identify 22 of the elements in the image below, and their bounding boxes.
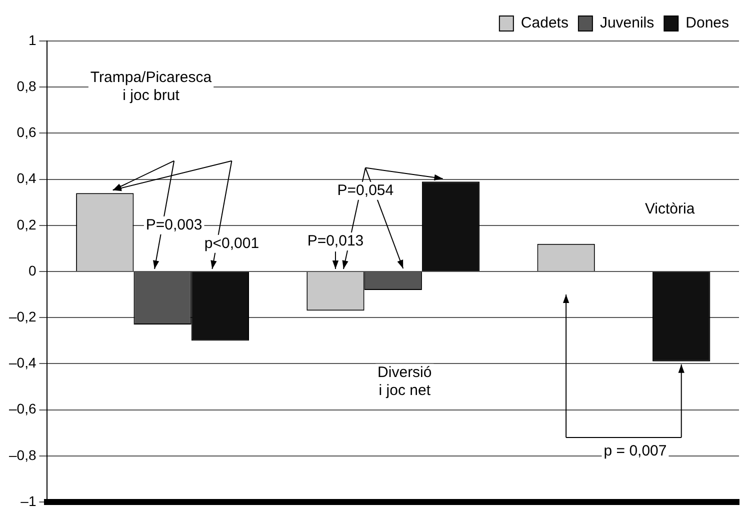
- annotation: Trampa/Picaresca i joc brut: [90, 69, 212, 104]
- annotation: Victòria: [644, 200, 696, 218]
- y-tick-label: –0,8: [9, 446, 36, 463]
- y-tick-label: –1: [20, 492, 36, 509]
- y-tick-label: 0: [28, 262, 36, 278]
- legend-label: Juvenils: [600, 14, 654, 32]
- annotation: P=0,013: [307, 232, 364, 250]
- annotation: p = 0,007: [604, 442, 667, 460]
- legend-label: Dones: [686, 14, 729, 32]
- y-tick-label: –0,6: [9, 400, 36, 417]
- annotation: p<0,001: [204, 234, 260, 252]
- y-tick-label: 0,4: [16, 170, 36, 186]
- annotation: P=0,054: [337, 182, 394, 199]
- annotation: Diversió i joc net: [378, 364, 432, 400]
- y-tick-label: 0,6: [16, 124, 36, 140]
- y-tick-label: –0,4: [9, 354, 36, 371]
- y-tick-label: –0,2: [9, 308, 36, 324]
- y-tick-label: 1: [28, 32, 36, 48]
- annotation: P=0,003: [146, 216, 202, 234]
- y-tick-label: 0,2: [16, 216, 36, 232]
- y-tick-label: 0,8: [16, 78, 36, 94]
- legend-label: Cadets: [520, 14, 568, 32]
